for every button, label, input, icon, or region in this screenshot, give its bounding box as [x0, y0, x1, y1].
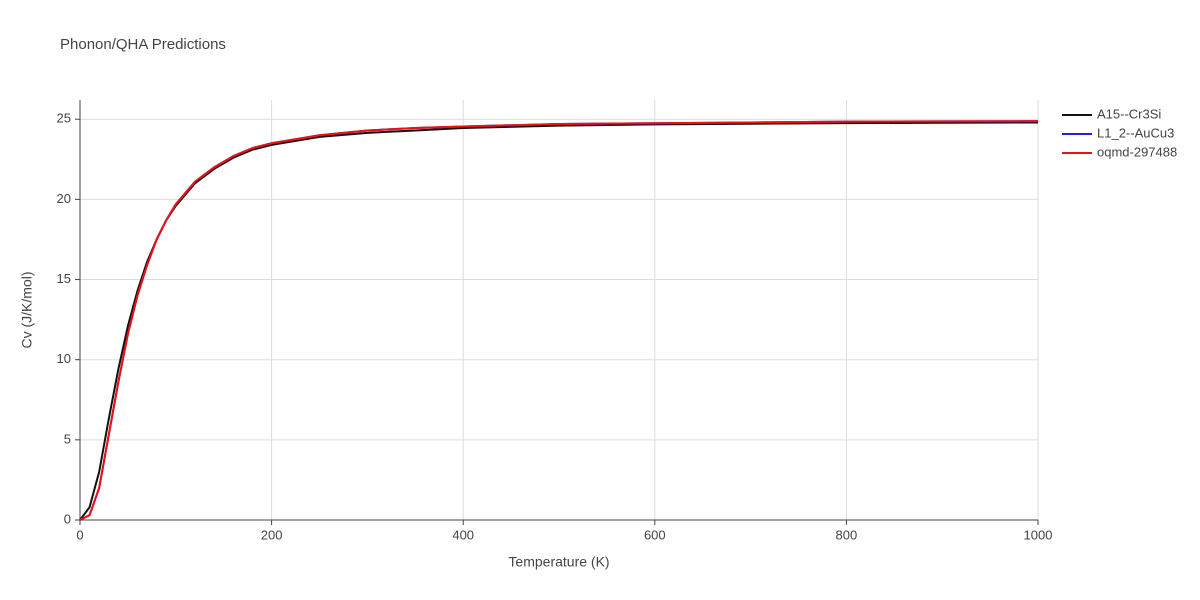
y-tick-label: 5 — [64, 431, 71, 446]
x-tick-label: 400 — [452, 527, 474, 542]
y-tick-label: 15 — [57, 271, 71, 286]
y-tick-label: 25 — [57, 111, 71, 126]
line-series — [79, 120, 1039, 521]
y-tick-label: 20 — [57, 191, 71, 206]
x-axis-label: Temperature (K) — [508, 554, 609, 570]
x-tick-label: 0 — [76, 527, 83, 542]
x-tick-label: 200 — [261, 527, 283, 542]
legend-label: oqmd-297488 — [1097, 144, 1177, 159]
x-tick-label: 800 — [836, 527, 858, 542]
x-tick-label: 600 — [644, 527, 666, 542]
y-axis-label: Cv (J/K/mol) — [19, 272, 35, 349]
y-tick-label: 10 — [57, 351, 71, 366]
x-tick-label: 1000 — [1024, 527, 1053, 542]
chart-title: Phonon/QHA Predictions — [60, 36, 226, 53]
legend-label: A15--Cr3Si — [1097, 106, 1161, 121]
line-series — [79, 121, 1039, 521]
legend-label: L1_2--AuCu3 — [1097, 125, 1174, 140]
line-series — [79, 120, 1039, 521]
y-tick-label: 0 — [64, 511, 71, 526]
